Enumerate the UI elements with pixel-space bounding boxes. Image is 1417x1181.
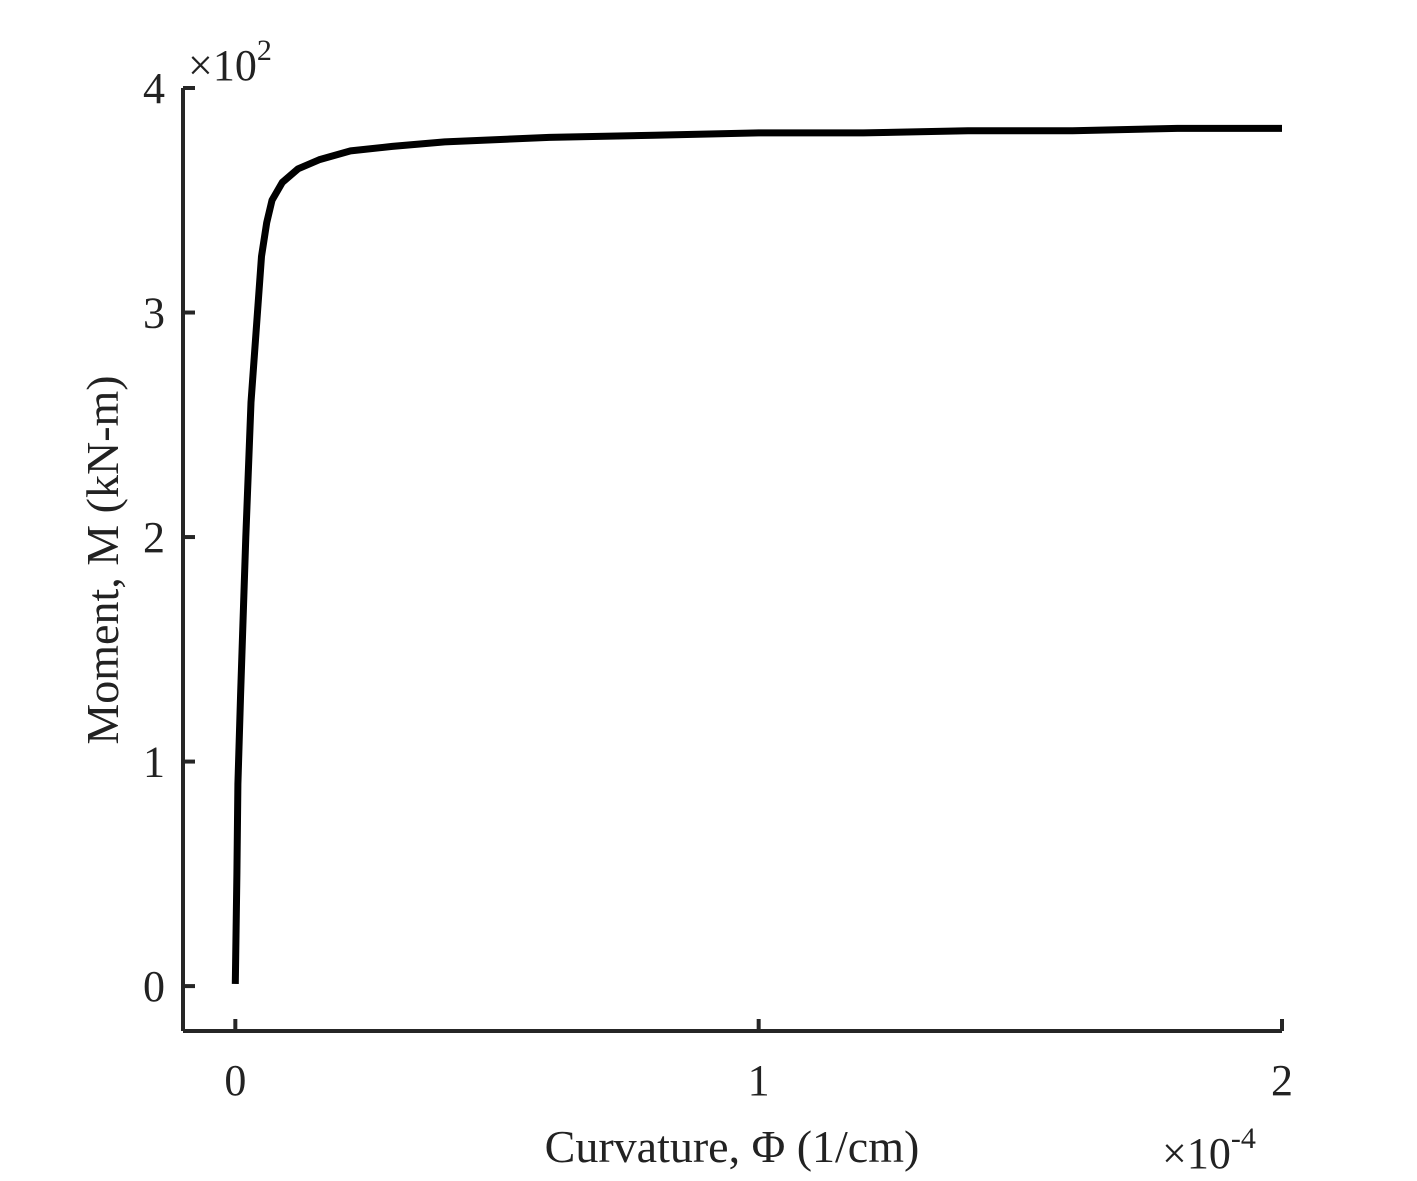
y-tick-label: 4 <box>143 64 165 113</box>
x-exponent-base: ×10 <box>1162 1129 1231 1178</box>
series-line-1 <box>231 124 1282 984</box>
axes: 0 1 2 0 1 2 3 4 <box>143 64 1293 1105</box>
x-tick-label: 2 <box>1271 1056 1293 1105</box>
y-tick-label: 0 <box>143 962 165 1011</box>
plot-lines <box>231 124 1282 984</box>
y-axis-title: Moment, M (kN-m) <box>77 375 128 744</box>
axis-labels: Curvature, Φ (1/cm) Moment, M (kN-m) ×10… <box>77 34 1256 1178</box>
y-tick-label: 3 <box>143 289 165 338</box>
x-exponent-power: -4 <box>1231 1122 1256 1155</box>
y-tick-label: 1 <box>143 738 165 787</box>
x-tick-label: 0 <box>224 1056 246 1105</box>
x-tick-label: 1 <box>748 1056 770 1105</box>
y-exponent-power: 2 <box>257 34 272 67</box>
x-axis-exponent: ×10-4 <box>1162 1122 1256 1178</box>
x-axis-title: Curvature, Φ (1/cm) <box>545 1121 920 1172</box>
y-axis-exponent: ×102 <box>188 34 272 90</box>
y-tick-label: 2 <box>143 513 165 562</box>
y-exponent-base: ×10 <box>188 41 257 90</box>
